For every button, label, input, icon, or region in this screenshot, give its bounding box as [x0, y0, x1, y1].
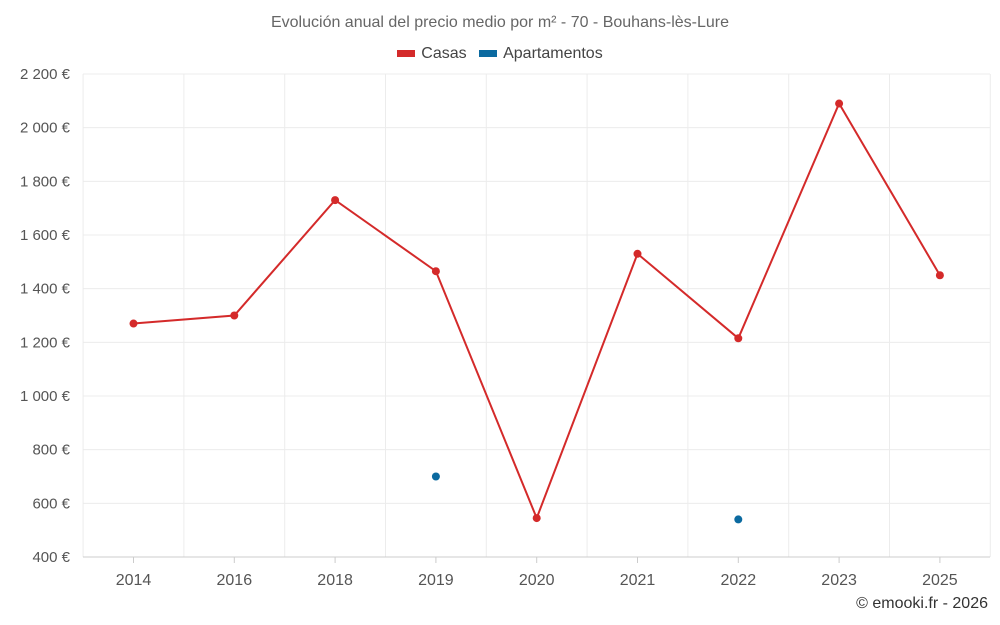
series-line-casas	[133, 101, 941, 521]
y-tick-label: 600 €	[32, 495, 70, 512]
y-tick-label: 2 200 €	[20, 66, 71, 83]
x-tick-label: 2014	[116, 572, 152, 589]
legend-swatch-apartamentos	[479, 50, 498, 57]
y-tick-label: 1 000 €	[20, 388, 71, 405]
x-tick-label: 2016	[217, 572, 253, 589]
data-point-casas	[935, 271, 944, 280]
legend-swatch-casas	[397, 50, 416, 57]
y-tick-label: 400 €	[32, 549, 70, 566]
y-tick-label: 1 200 €	[20, 334, 71, 351]
x-tick-label: 2025	[922, 572, 958, 589]
x-tick-label: 2023	[821, 572, 857, 589]
y-tick-label: 1 800 €	[20, 173, 71, 190]
y-tick-label: 2 000 €	[20, 120, 71, 137]
data-point-casas	[129, 319, 138, 328]
copyright-text: © emooki.fr - 2026	[856, 595, 988, 612]
data-point-casas	[734, 334, 743, 343]
chart-title: Evolución anual del precio medio por m² …	[270, 14, 729, 31]
data-point-apartamentos	[431, 472, 440, 481]
y-tick-label: 800 €	[32, 442, 70, 459]
data-point-casas	[633, 249, 642, 258]
x-tick-label: 2019	[418, 572, 454, 589]
y-tick-label: 1 400 €	[20, 281, 71, 298]
data-point-casas	[835, 99, 844, 108]
data-point-apartamentos	[734, 515, 743, 524]
data-point-casas	[532, 514, 541, 523]
x-tick-label: 2018	[317, 572, 353, 589]
data-point-casas	[431, 267, 440, 276]
x-tick-label: 2020	[519, 572, 555, 589]
legend-item-casas[interactable]: Casas	[397, 44, 467, 63]
legend-label-apartamentos: Apartamentos	[503, 44, 603, 62]
chart-legend: Casas Apartamentos	[0, 44, 1000, 63]
legend-label-casas: Casas	[421, 44, 467, 62]
x-tick-label: 2022	[721, 572, 757, 589]
y-tick-label: 1 600 €	[20, 227, 71, 244]
legend-item-apartamentos[interactable]: Apartamentos	[479, 45, 603, 63]
data-point-casas	[331, 196, 340, 205]
data-point-casas	[230, 311, 239, 320]
x-tick-label: 2021	[620, 572, 656, 589]
